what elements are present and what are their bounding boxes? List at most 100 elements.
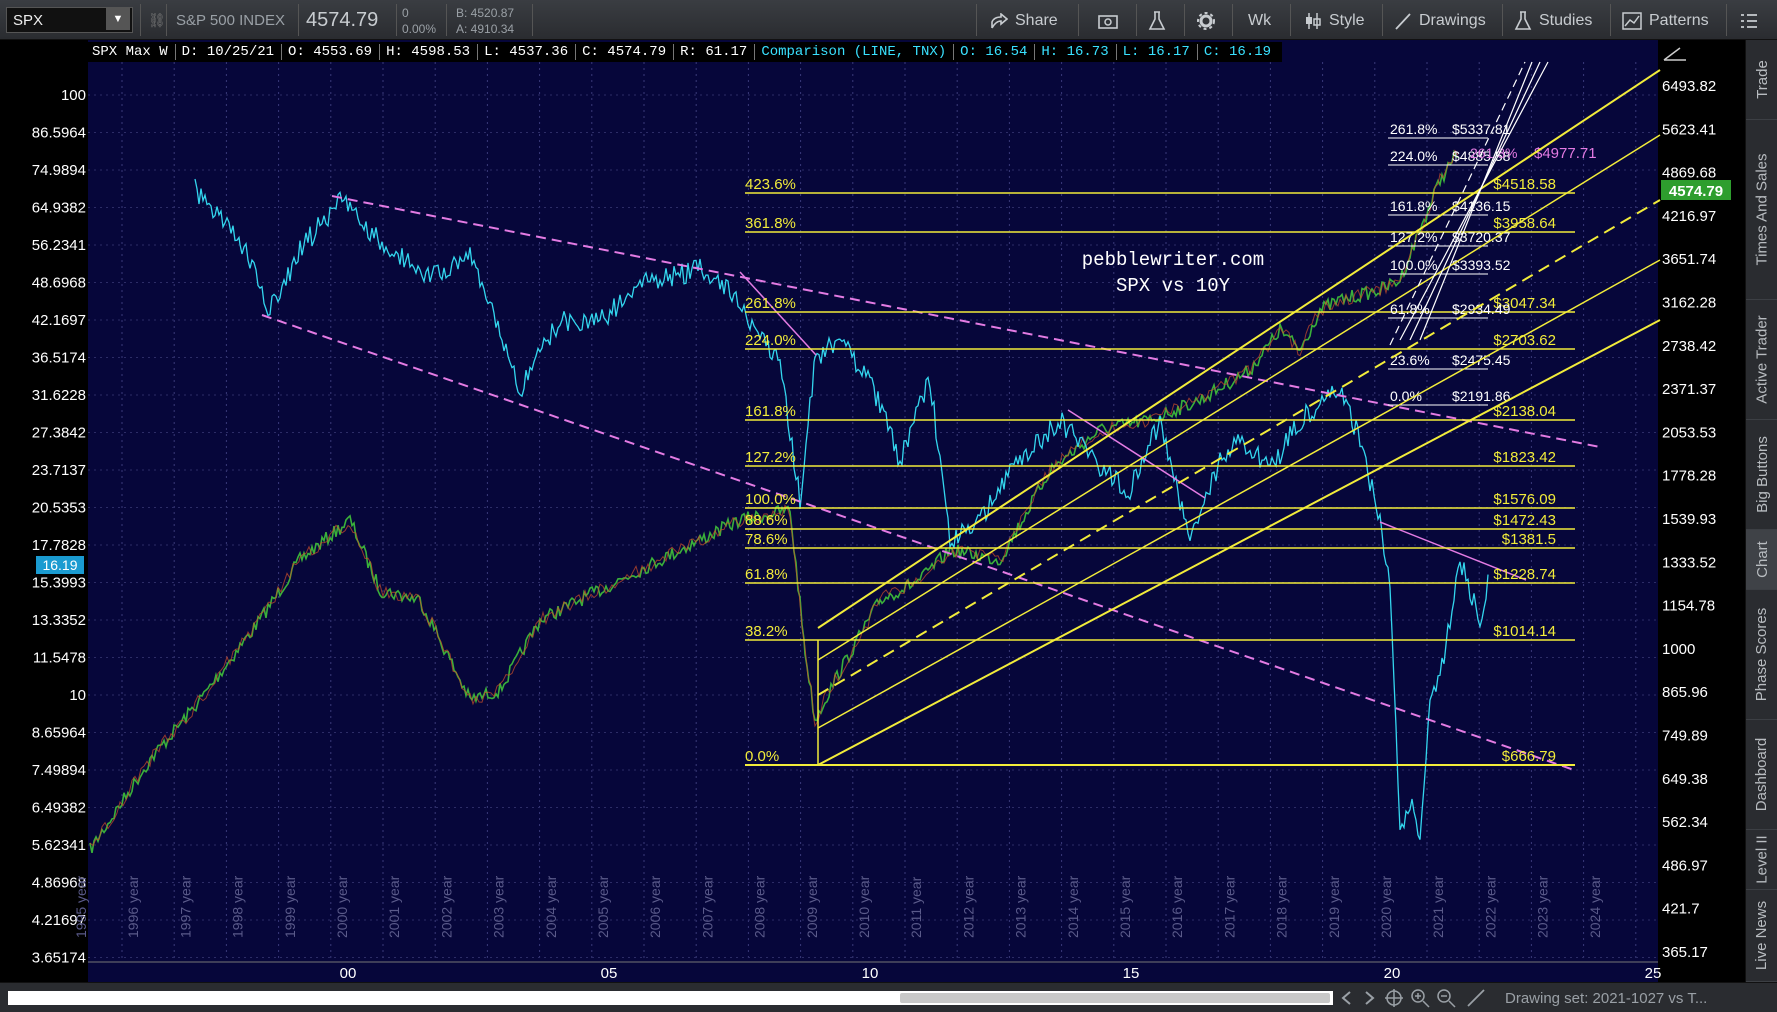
- right-axis-tick-label: 749.89: [1662, 728, 1708, 745]
- year-label: 2022 year: [1482, 875, 1498, 938]
- tab-level-ii[interactable]: Level II: [1746, 830, 1777, 890]
- tab-big-buttons[interactable]: Big Buttons: [1746, 420, 1777, 530]
- flask-button[interactable]: [1148, 8, 1166, 34]
- legend-comparison: Comparison (LINE, TNX): [761, 44, 947, 60]
- small-fib-price: $2191.86: [1452, 388, 1511, 404]
- left-axis-tick-label: 27.3842: [32, 425, 86, 442]
- year-label: 2013 year: [1013, 875, 1029, 938]
- left-axis-tick-label: 11.5478: [33, 650, 86, 667]
- year-label: 2000 year: [334, 875, 350, 938]
- scrollbar-thumb[interactable]: [900, 993, 1330, 1003]
- divider: [1196, 44, 1198, 60]
- x-axis-label: 25: [1645, 965, 1662, 982]
- fib-level-pct: 127.2%: [745, 449, 796, 466]
- year-label: 2004 year: [543, 875, 559, 938]
- price-chart[interactable]: 100 86.5964 74.9894 64.9382 56.2341 48.6968 42…: [0, 40, 1745, 982]
- divider: [140, 4, 141, 36]
- fib-level-price: $1823.42: [1493, 449, 1556, 466]
- legend-low: L: 4537.36: [484, 44, 569, 60]
- divider: [446, 4, 447, 36]
- small-fib-pct: 161.8%: [1390, 198, 1437, 214]
- year-label: 2011 year: [908, 876, 924, 938]
- fib-level-price: $1228.74: [1493, 566, 1556, 583]
- year-label: 2005 year: [595, 875, 611, 938]
- spx-price-series: [89, 149, 1459, 854]
- scroll-left-icon[interactable]: [1338, 989, 1356, 1007]
- legend-cmp-high: H: 16.73: [1041, 44, 1109, 60]
- studies-button[interactable]: Studies: [1514, 8, 1592, 34]
- drawing-set-label[interactable]: Drawing set: 2021-1027 vs T...: [1505, 990, 1708, 1007]
- divider: [477, 44, 479, 60]
- patterns-button[interactable]: Patterns: [1622, 8, 1709, 34]
- flask-icon: [1148, 11, 1166, 30]
- left-axis-tick-label: 3.65174: [32, 950, 86, 967]
- tab-trade[interactable]: Trade: [1746, 40, 1777, 120]
- fib-level-pct: 38.2%: [745, 623, 788, 640]
- fib-level-price: $3047.34: [1493, 295, 1556, 312]
- small-fib-pct: 61.8%: [1390, 301, 1430, 317]
- small-fib-pct: 261.8%: [1390, 121, 1437, 137]
- right-axis-tick-label: 1539.93: [1662, 511, 1716, 528]
- zoom-out-icon[interactable]: [1436, 988, 1456, 1008]
- bid-price: B: 4520.87: [456, 6, 515, 20]
- divider: [1610, 4, 1611, 36]
- drawings-button[interactable]: Drawings: [1394, 8, 1486, 34]
- style-button[interactable]: Style: [1304, 8, 1365, 34]
- x-axis-label: 05: [601, 965, 618, 982]
- spx-price-series-down: [89, 149, 1459, 847]
- crosshair-icon[interactable]: [1384, 988, 1404, 1008]
- tab-live-news[interactable]: Live News: [1746, 890, 1777, 982]
- x-axis-label: 10: [862, 965, 879, 982]
- right-axis-tick-label: 649.38: [1662, 771, 1708, 788]
- menu-button[interactable]: [1740, 8, 1758, 34]
- legend-cmp-low: L: 16.17: [1122, 44, 1190, 60]
- link-icon[interactable]: ⛓: [148, 12, 166, 28]
- legend-date: D: 10/25/21: [181, 44, 275, 60]
- tab-label: Phase Scores: [1753, 607, 1771, 702]
- symbol-description: S&P 500 INDEX: [176, 12, 285, 29]
- tab-label: Big Buttons: [1753, 436, 1771, 513]
- divider: [1136, 4, 1137, 36]
- tab-label: Dashboard: [1753, 737, 1771, 812]
- scroll-right-icon[interactable]: [1360, 989, 1378, 1007]
- left-axis-tick-label: 42.1697: [32, 312, 86, 329]
- tab-label: Trade: [1753, 60, 1771, 99]
- toolbar: SPX ▼ ⛓ S&P 500 INDEX 4574.79 0 0.00% B:…: [0, 0, 1777, 40]
- chart-area[interactable]: 100 86.5964 74.9894 64.9382 56.2341 48.6968 42…: [0, 40, 1745, 982]
- patterns-icon: [1622, 12, 1642, 30]
- left-axis-tick-label: 100: [61, 87, 86, 104]
- tab-active-trader[interactable]: Active Trader: [1746, 300, 1777, 420]
- share-button[interactable]: Share: [990, 8, 1058, 34]
- zoom-in-icon[interactable]: [1410, 988, 1430, 1008]
- patterns-label: Patterns: [1649, 12, 1709, 29]
- x-axis-label: 20: [1384, 965, 1401, 982]
- fan-line: [1389, 61, 1526, 346]
- tab-phase-scores[interactable]: Phase Scores: [1746, 590, 1777, 720]
- interval-button[interactable]: Wk: [1248, 8, 1271, 34]
- settings-button[interactable]: [1196, 8, 1216, 34]
- right-axis-tick-label: 421.7: [1662, 901, 1700, 918]
- candlestick-icon: [1306, 13, 1321, 29]
- fan-line: [1409, 61, 1541, 341]
- tab-dashboard[interactable]: Dashboard: [1746, 720, 1777, 830]
- tab-times-and-sales[interactable]: Times And Sales: [1746, 120, 1777, 300]
- small-fib-pct: 0.0%: [1390, 388, 1422, 404]
- divider: [174, 44, 176, 60]
- tab-label: Times And Sales: [1753, 153, 1771, 266]
- pencil-line-icon: [1395, 13, 1411, 30]
- year-label: 2016 year: [1169, 875, 1185, 938]
- left-axis-tick-label: 5.62341: [32, 837, 86, 854]
- x-axis-label: 15: [1123, 965, 1140, 982]
- tab-chart[interactable]: Chart: [1746, 530, 1777, 590]
- right-axis-tick-label: 5623.41: [1662, 121, 1716, 138]
- right-axis-tick-label: 365.17: [1662, 944, 1708, 961]
- fib-level-price: $666.79: [1502, 748, 1556, 765]
- left-axis-tick-label: 86.5964: [32, 125, 86, 142]
- drawing-tool-icon[interactable]: [1466, 988, 1486, 1008]
- divider: [396, 4, 397, 36]
- snapshot-button[interactable]: [1098, 8, 1118, 34]
- bottom-bar: Drawing set: 2021-1027 vs T...: [0, 982, 1777, 1012]
- chevron-down-icon[interactable]: ▼: [106, 8, 130, 30]
- fib-level-pct: 261.8%: [745, 295, 796, 312]
- year-label: 2006 year: [647, 875, 663, 938]
